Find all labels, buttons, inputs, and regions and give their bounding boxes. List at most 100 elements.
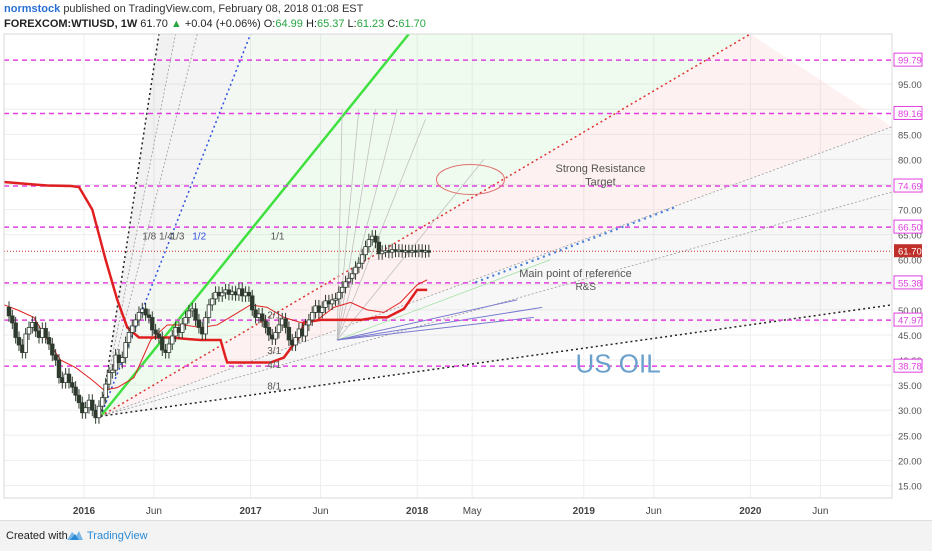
level-price-tag: [893, 358, 923, 373]
target-ellipse: [435, 163, 505, 195]
open-label: O:: [263, 18, 276, 30]
y-tick-label: 25.00: [898, 431, 922, 442]
up-arrow-icon: ▲: [170, 18, 182, 30]
y-tick-label: 45.00: [898, 331, 922, 342]
tradingview-brand[interactable]: TradingView: [87, 530, 148, 542]
level-price-label: 55.38: [898, 278, 922, 289]
tradingview-logo-icon[interactable]: [66, 528, 84, 547]
candle-body: [303, 324, 308, 337]
candle-body: [26, 327, 32, 335]
low-label: L:: [347, 18, 357, 30]
candle-body: [276, 324, 282, 333]
last-price: 61.70: [140, 18, 168, 30]
candle-body: [183, 317, 188, 325]
candle-body: [373, 235, 378, 243]
footer-bar: Created with TradingView: [0, 520, 932, 551]
candle-body: [33, 322, 38, 332]
candle-body: [359, 254, 365, 264]
candle-body: [56, 359, 62, 379]
candle-body: [6, 306, 12, 317]
y-tick-label: 50.00: [898, 306, 922, 317]
sub-fan-line: [336, 109, 360, 341]
candle-body: [366, 239, 372, 248]
fan-line-8-1: [100, 304, 892, 417]
candle-body: [13, 322, 18, 338]
candle-body: [210, 298, 215, 306]
candle-body: [266, 327, 272, 336]
candle-body: [160, 337, 165, 351]
level-price-tag: [893, 219, 923, 234]
candle-body: [320, 306, 325, 313]
y-tick-label: 15.00: [898, 481, 922, 492]
fan-region: [100, 126, 892, 417]
annotation-text: US OIL: [575, 349, 660, 379]
y-tick-label: 80.00: [898, 155, 922, 166]
candle-body: [246, 291, 252, 297]
level-price-label: 99.79: [898, 56, 922, 67]
level-price-tag: [893, 52, 923, 67]
candle-body: [203, 317, 208, 335]
candle-body: [133, 319, 138, 327]
annotation-text: 8/1: [267, 382, 281, 393]
candle-body: [153, 329, 158, 335]
candle-body: [260, 313, 265, 322]
open-value: 64.99: [275, 18, 303, 30]
y-tick-label: 35.00: [898, 381, 922, 392]
candle-body: [186, 310, 192, 318]
y-tick-label: 20.00: [898, 456, 922, 467]
plot-border: [3, 33, 893, 499]
candle-body: [263, 320, 268, 328]
candle-body: [343, 281, 348, 288]
candle-body: [306, 319, 312, 326]
level-price-label: 66.50: [898, 223, 922, 234]
candle-body: [376, 241, 382, 255]
candle-body: [426, 250, 432, 253]
candle-body: [130, 325, 135, 333]
level-price-tag: [893, 105, 923, 120]
annotation-text: 1/3: [171, 232, 185, 243]
author-link[interactable]: normstock: [4, 3, 61, 15]
candle-body: [23, 333, 28, 353]
candle-body: [363, 246, 368, 256]
last-price-tag: [894, 244, 922, 258]
candle-body: [180, 323, 185, 333]
x-tick-label: 2016: [73, 506, 96, 517]
publish-line: normstock published on TradingView.com, …: [4, 3, 363, 15]
candle-body: [66, 373, 72, 384]
annotation-text: 3/1: [267, 346, 281, 357]
last-price-label: 61.70: [898, 247, 922, 258]
created-with-text: Created with: [6, 530, 68, 542]
x-tick-label: 2017: [239, 506, 262, 517]
candle-body: [136, 311, 142, 321]
reference-line: [337, 316, 534, 341]
candle-body: [103, 383, 108, 399]
x-tick-label: Jun: [812, 506, 828, 517]
candle-body: [106, 372, 112, 385]
fan-line-1-2: [99, 34, 252, 417]
x-tick-label: Jun: [312, 506, 328, 517]
candle-body: [123, 342, 128, 358]
candle-body: [73, 386, 78, 396]
candle-body: [96, 405, 102, 419]
level-price-tag: [893, 178, 923, 193]
x-tick-label: May: [463, 506, 482, 517]
candle-body: [196, 319, 202, 328]
candle-body: [350, 273, 355, 279]
fan-line-1-3: [100, 34, 198, 417]
candle-body: [43, 328, 48, 338]
annotation-text: 1/4: [159, 232, 173, 243]
candle-body: [293, 337, 298, 346]
candle-body: [126, 332, 132, 343]
candle-body: [346, 277, 352, 283]
y-tick-label: 95.00: [898, 80, 922, 91]
candle-body: [10, 315, 15, 324]
level-price-label: 89.16: [898, 109, 922, 120]
x-tick-label: 2018: [406, 506, 429, 517]
annotation-text: Main point of reference: [519, 268, 632, 280]
symbol-name[interactable]: FOREXCOM:WTIUSD, 1W: [4, 18, 138, 30]
candle-body: [250, 295, 255, 311]
annotation-text: Strong Resistance: [555, 163, 645, 175]
candle-body: [220, 292, 225, 297]
